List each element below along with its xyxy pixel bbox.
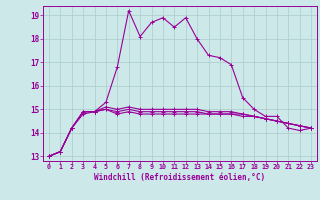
X-axis label: Windchill (Refroidissement éolien,°C): Windchill (Refroidissement éolien,°C): [94, 173, 266, 182]
